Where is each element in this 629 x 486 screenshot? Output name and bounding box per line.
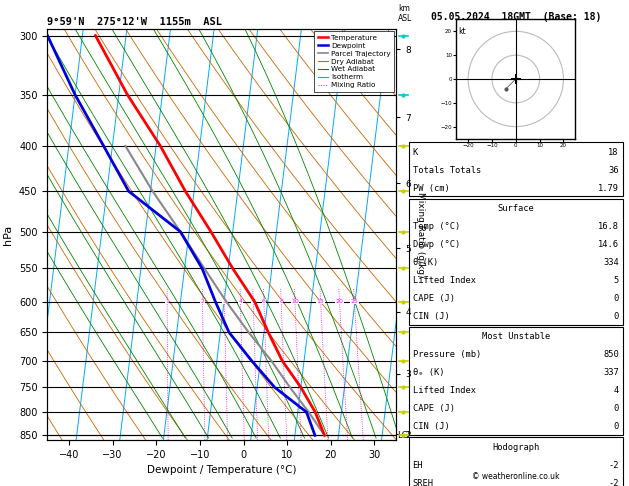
Text: km
ASL: km ASL <box>398 3 412 23</box>
Text: 4: 4 <box>614 386 619 396</box>
Text: 850: 850 <box>603 350 619 360</box>
Text: PW (cm): PW (cm) <box>413 184 449 193</box>
Text: Totals Totals: Totals Totals <box>413 166 481 175</box>
Text: 3: 3 <box>222 299 226 304</box>
Text: 8: 8 <box>279 299 283 304</box>
Text: 337: 337 <box>603 368 619 378</box>
Text: 0: 0 <box>614 404 619 414</box>
Text: Lifted Index: Lifted Index <box>413 276 476 285</box>
Text: © weatheronline.co.uk: © weatheronline.co.uk <box>472 472 560 481</box>
Text: LCL: LCL <box>397 431 412 440</box>
Text: θₑ (K): θₑ (K) <box>413 368 444 378</box>
Text: 5: 5 <box>614 276 619 285</box>
Text: kt: kt <box>459 27 466 35</box>
Text: -2: -2 <box>608 479 619 486</box>
Text: CIN (J): CIN (J) <box>413 312 449 321</box>
Text: CIN (J): CIN (J) <box>413 422 449 432</box>
Text: 1: 1 <box>165 299 169 304</box>
Text: 16.8: 16.8 <box>598 222 619 231</box>
Text: -2: -2 <box>608 461 619 470</box>
Text: Temp (°C): Temp (°C) <box>413 222 460 231</box>
Text: 334: 334 <box>603 258 619 267</box>
Text: 0: 0 <box>614 312 619 321</box>
Text: Surface: Surface <box>498 204 534 213</box>
Text: Most Unstable: Most Unstable <box>482 332 550 342</box>
X-axis label: Dewpoint / Temperature (°C): Dewpoint / Temperature (°C) <box>147 465 296 475</box>
Text: CAPE (J): CAPE (J) <box>413 294 455 303</box>
Text: 18: 18 <box>608 148 619 157</box>
Text: 0: 0 <box>614 422 619 432</box>
Text: 14.6: 14.6 <box>598 240 619 249</box>
Text: EH: EH <box>413 461 423 470</box>
Text: 2: 2 <box>201 299 204 304</box>
Text: 1.79: 1.79 <box>598 184 619 193</box>
Text: Lifted Index: Lifted Index <box>413 386 476 396</box>
Text: 4: 4 <box>238 299 242 304</box>
Text: 36: 36 <box>608 166 619 175</box>
Text: Dewp (°C): Dewp (°C) <box>413 240 460 249</box>
Text: 0: 0 <box>614 294 619 303</box>
Text: Pressure (mb): Pressure (mb) <box>413 350 481 360</box>
Text: θₑ(K): θₑ(K) <box>413 258 439 267</box>
Text: 5: 5 <box>251 299 255 304</box>
Text: 05.05.2024  18GMT  (Base: 18): 05.05.2024 18GMT (Base: 18) <box>431 12 601 22</box>
Text: SREH: SREH <box>413 479 433 486</box>
Text: 9°59'N  275°12'W  1155m  ASL: 9°59'N 275°12'W 1155m ASL <box>47 17 222 27</box>
Y-axis label: Mixing Ratio (g/kg): Mixing Ratio (g/kg) <box>416 191 425 278</box>
Text: 6: 6 <box>262 299 266 304</box>
Text: CAPE (J): CAPE (J) <box>413 404 455 414</box>
Legend: Temperature, Dewpoint, Parcel Trajectory, Dry Adiabat, Wet Adiabat, Isotherm, Mi: Temperature, Dewpoint, Parcel Trajectory… <box>314 31 394 92</box>
Text: 25: 25 <box>350 299 359 304</box>
Y-axis label: hPa: hPa <box>3 225 13 244</box>
Text: K: K <box>413 148 418 157</box>
Text: 20: 20 <box>335 299 343 304</box>
Text: 15: 15 <box>317 299 325 304</box>
Text: 10: 10 <box>291 299 299 304</box>
Text: Hodograph: Hodograph <box>492 443 540 452</box>
